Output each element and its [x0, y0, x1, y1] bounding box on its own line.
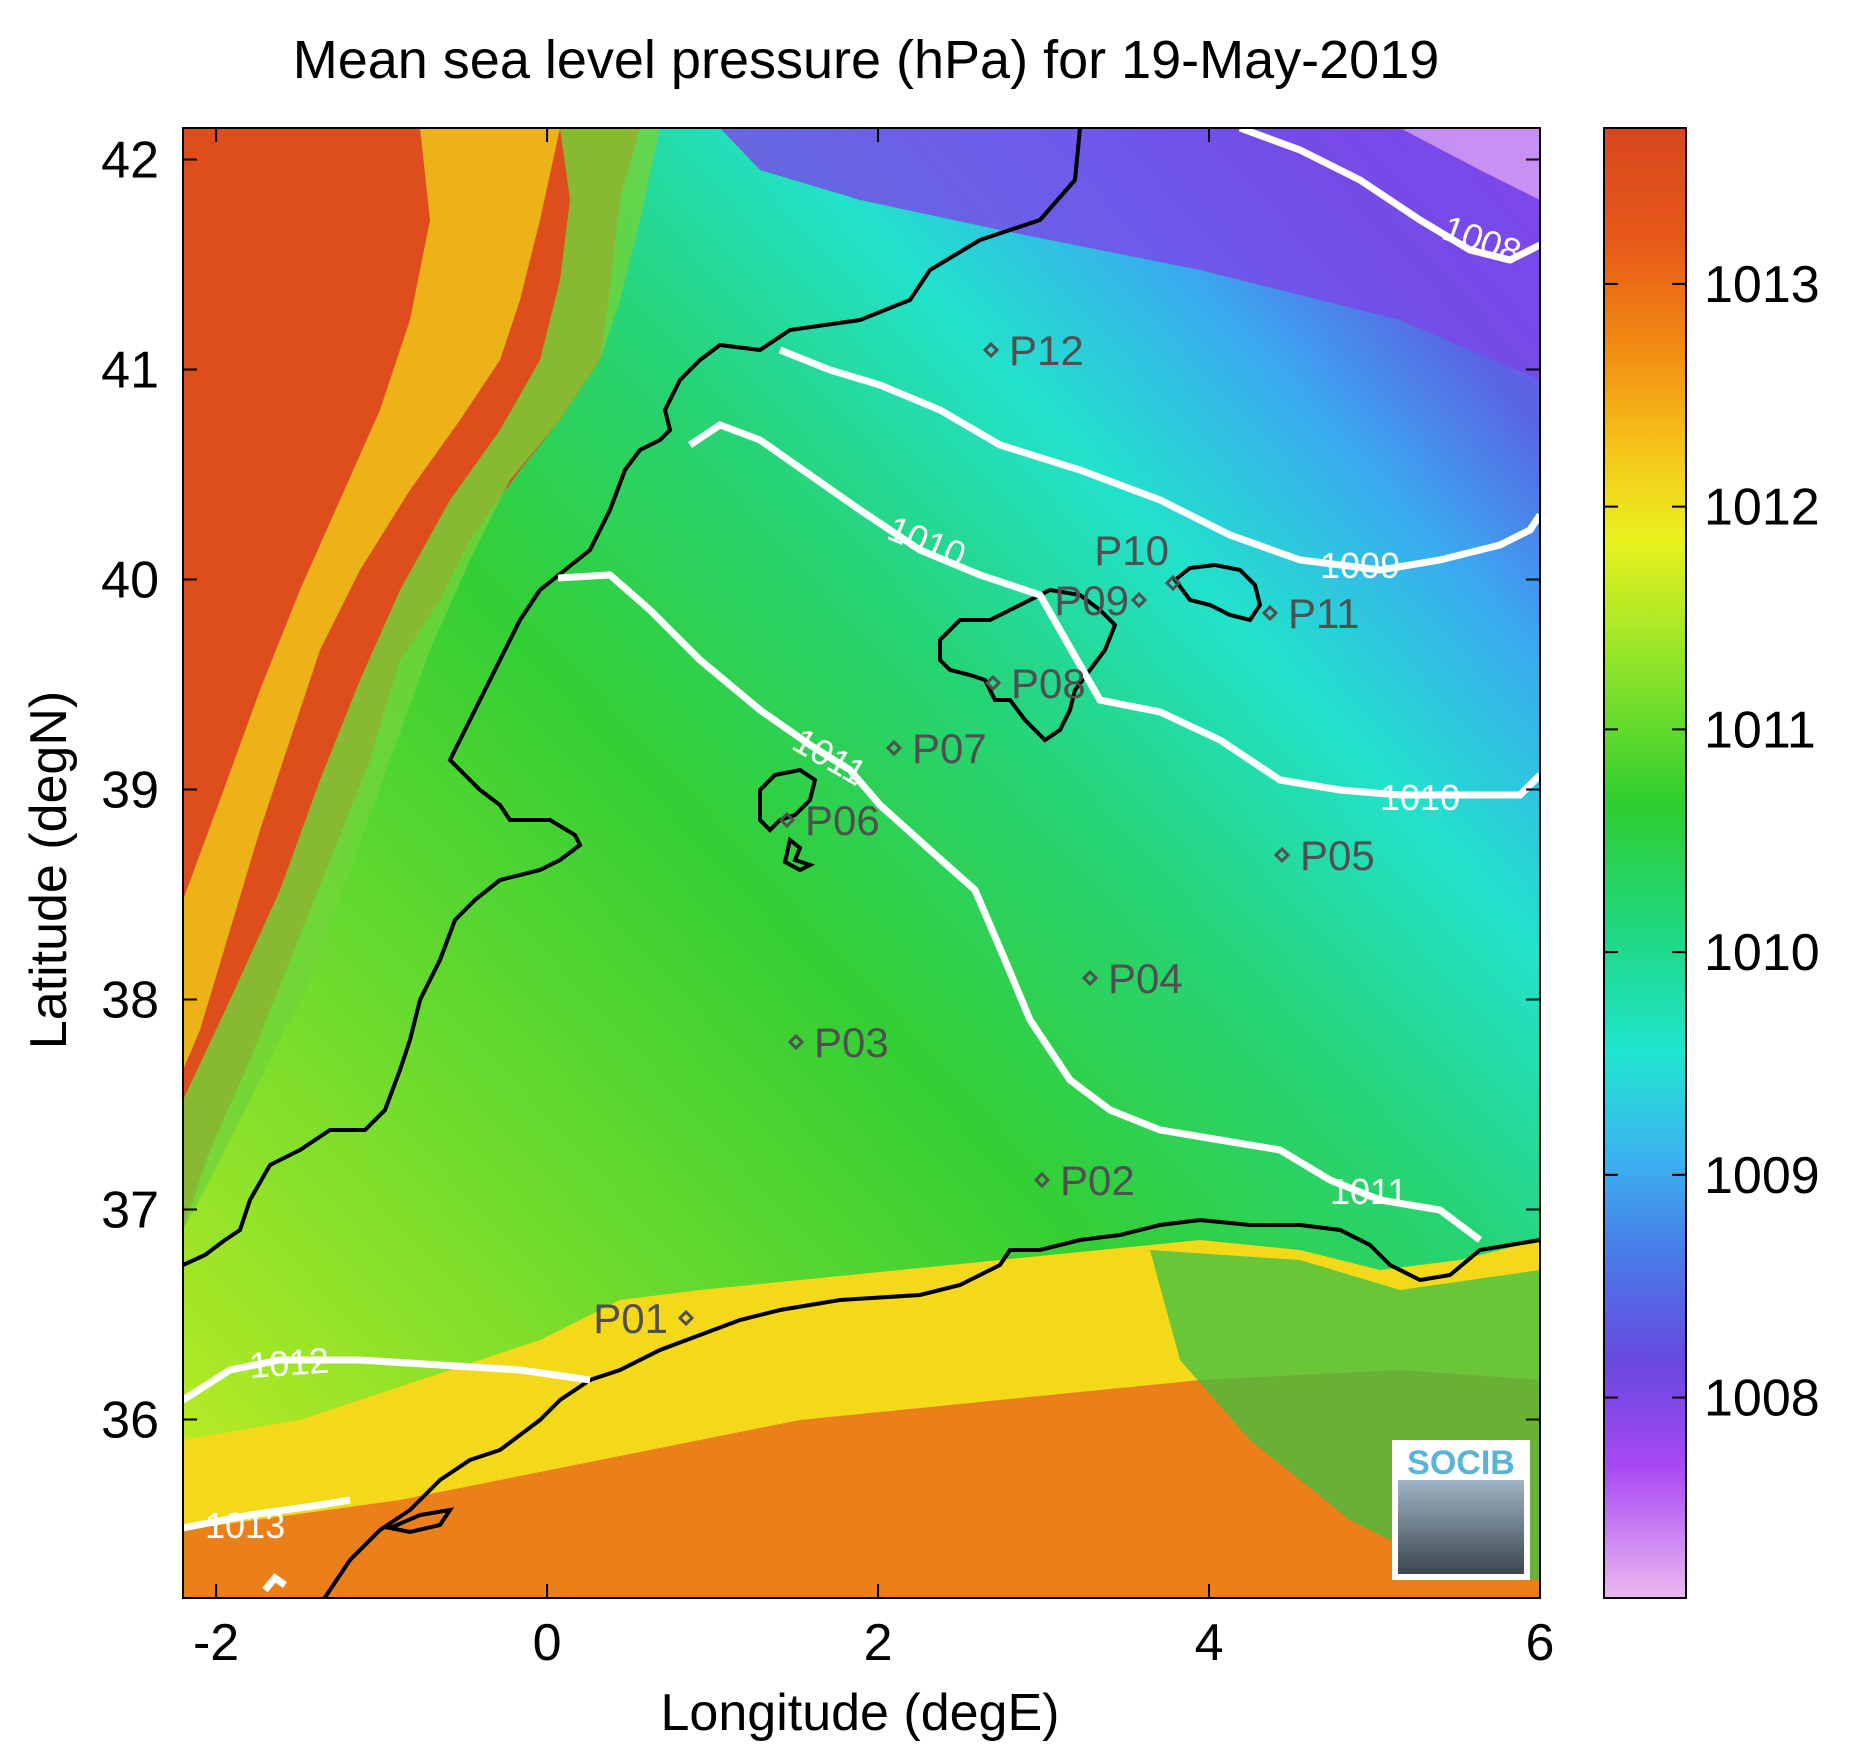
gulf-lion-low	[720, 128, 1540, 380]
isobar-label-1010b: 1010	[1380, 777, 1460, 818]
colorbar-tick-label: 1009	[1704, 1147, 1820, 1205]
isobar-label-1011b: 1011	[1330, 1171, 1407, 1212]
ibiza-coast	[758, 767, 818, 833]
y-axis: 42 41 40 39 38 37 36	[101, 132, 1540, 1450]
station-label: P06	[805, 797, 880, 844]
station-label: P05	[1300, 832, 1375, 879]
station-marker	[1273, 846, 1291, 864]
colorbar-ticks: 1013 1012 1011 1010 1009 1008	[1604, 256, 1820, 1428]
isobar-1009	[778, 346, 1540, 574]
colorbar-tick-label: 1013	[1704, 256, 1820, 314]
y-tick-label: 40	[101, 552, 159, 610]
pressure-field: 1008 1009 1010 1010 1011 1011 1012 1013 …	[183, 128, 1540, 1598]
x-axis-label: Longitude (degE)	[661, 1684, 1060, 1742]
isobar-1012	[183, 1356, 591, 1403]
mallorca-coast	[938, 587, 1118, 743]
isobar-label-1013: 1013	[205, 1505, 285, 1546]
station-label: P03	[814, 1019, 889, 1066]
station-label: P12	[1009, 327, 1084, 374]
iberia-land-yellow	[183, 128, 560, 1070]
iberian-coast	[183, 128, 1082, 1267]
station-marker	[982, 341, 1000, 359]
africa-land-orange	[183, 1370, 1540, 1598]
alboran-coast	[383, 1507, 455, 1535]
station-label: P01	[593, 1295, 668, 1342]
socib-logo: SOCIB	[1392, 1440, 1530, 1580]
station-label: P10	[1094, 527, 1169, 574]
colorbar-tick-label: 1010	[1704, 924, 1820, 982]
colorbar-tick-label: 1008	[1704, 1370, 1820, 1428]
coastlines	[183, 128, 1540, 1598]
isobar-label-1012: 1012	[248, 1339, 331, 1385]
x-tick-label: 2	[864, 1614, 893, 1672]
colorbar	[1604, 128, 1686, 1598]
station-label: P02	[1060, 1157, 1135, 1204]
logo-text: SOCIB	[1407, 1444, 1515, 1482]
station-marker	[1081, 969, 1099, 987]
isobar-1008	[1238, 128, 1540, 264]
colorbar-frame	[1603, 127, 1687, 1599]
iberia-land-green	[183, 128, 660, 1230]
colorbar-tick-label: 1011	[1704, 701, 1816, 759]
x-tick-label: 6	[1526, 1614, 1555, 1672]
isobar-label-1009: 1009	[1320, 545, 1400, 586]
station-label: P08	[1011, 660, 1086, 707]
station-marker	[677, 1309, 695, 1327]
station-label: P11	[1288, 590, 1360, 637]
isobar-1013b	[262, 1573, 288, 1593]
y-tick-label: 38	[101, 972, 159, 1030]
x-tick-label: 0	[533, 1614, 562, 1672]
x-tick-label: 4	[1195, 1614, 1224, 1672]
colorbar-tick-label: 1012	[1704, 479, 1820, 537]
x-axis: -2 0 2 4 6	[193, 128, 1554, 1672]
station-marker	[778, 811, 796, 829]
isobar-1013	[183, 1496, 351, 1532]
station-marker	[1261, 604, 1279, 622]
chart-title: Mean sea level pressure (hPa) for 19-May…	[293, 30, 1440, 90]
y-tick-label: 41	[101, 342, 159, 400]
menorca-coast	[1172, 562, 1263, 623]
african-coast	[322, 1217, 1540, 1598]
y-tick-label: 36	[101, 1392, 159, 1450]
station-label: P07	[912, 725, 987, 772]
isobar-1011	[557, 571, 1483, 1243]
y-tick-label: 39	[101, 762, 159, 820]
formentera-coast	[782, 836, 816, 873]
isobars	[183, 128, 1540, 1593]
isobar-1010	[688, 421, 1540, 799]
y-tick-label: 42	[101, 132, 159, 190]
station-label: P04	[1108, 955, 1183, 1002]
station-label: P09	[1054, 577, 1129, 624]
station-marker	[1164, 574, 1182, 592]
logo-image	[1398, 1480, 1524, 1574]
gulf-lion-pink	[1400, 128, 1540, 200]
map-frame	[182, 127, 1541, 1599]
y-tick-label: 37	[101, 1182, 159, 1240]
x-tick-label: -2	[193, 1614, 239, 1672]
station-marker	[1033, 1171, 1051, 1189]
station-marker	[1130, 591, 1148, 609]
y-axis-label: Latitude (degN)	[20, 691, 78, 1049]
station-marker	[885, 739, 903, 757]
station-marker	[984, 674, 1002, 692]
station-marker	[787, 1033, 805, 1051]
